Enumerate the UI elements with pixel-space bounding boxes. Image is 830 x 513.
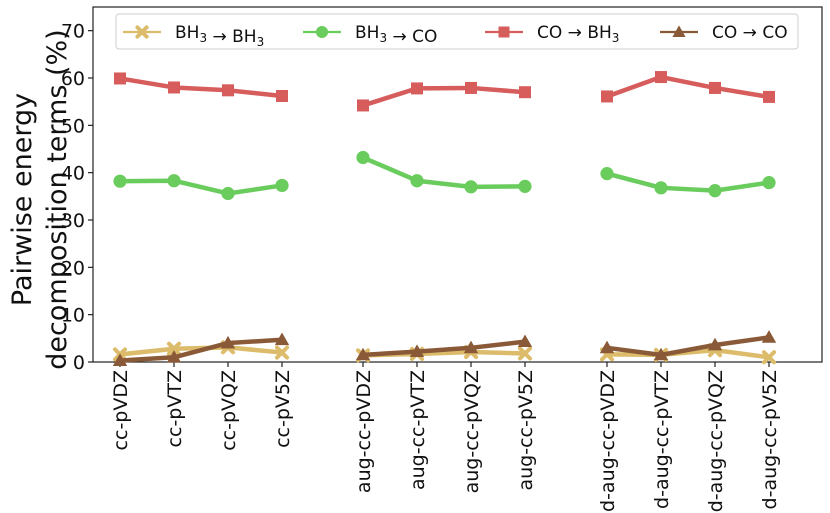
series-1-point xyxy=(654,181,668,195)
series-2-point xyxy=(114,72,126,85)
legend-label: CO → CO xyxy=(712,23,788,43)
plot-frame xyxy=(92,6,823,363)
x-tick-label: d-aug-cc-pVQZ xyxy=(705,370,727,512)
y-axis-title: decomposition terms (%) xyxy=(42,29,73,369)
y-tick-label: 10 xyxy=(61,305,85,327)
legend-label: CO → BH3 xyxy=(537,23,619,45)
legend: BH3 → BH3 BH3 → CO CO → BH3 CO → CO xyxy=(115,13,799,50)
series-2-point xyxy=(519,86,531,99)
series-2-point xyxy=(465,81,477,94)
legend-marker xyxy=(315,25,329,39)
x-tick-label: d-aug-cc-pVDZ xyxy=(597,370,619,512)
legend-label: BH3 → BH3 xyxy=(175,23,264,49)
y-tick-label: 60 xyxy=(61,68,85,90)
series-1-line xyxy=(362,155,526,190)
series-3-point xyxy=(355,347,371,361)
series-1-point xyxy=(518,179,532,193)
series-1-point xyxy=(221,186,235,201)
series-1-point xyxy=(356,150,370,165)
legend-marker xyxy=(672,25,686,37)
y-axis-title: Pairwise energy xyxy=(7,93,38,306)
series-3-point xyxy=(112,353,128,366)
x-tick-label: aug-cc-pVTZ xyxy=(407,370,429,490)
series-1-point xyxy=(708,184,722,198)
x-tick-label: d-aug-cc-pV5Z xyxy=(759,370,781,509)
legend-label: BH3 → CO xyxy=(355,23,437,47)
series-2-point xyxy=(709,81,721,94)
series-1-point xyxy=(762,176,776,190)
series-1-point xyxy=(167,174,181,188)
x-tick-label: cc-pVQZ xyxy=(218,370,240,451)
series-2-point xyxy=(655,71,667,84)
x-tick-label: aug-cc-pV5Z xyxy=(515,370,537,491)
series-1-point xyxy=(410,174,424,188)
series-3-line xyxy=(362,339,526,358)
series-2-point xyxy=(601,90,613,103)
series-2-point xyxy=(276,89,288,102)
legend-marker xyxy=(498,26,510,38)
series-1-point xyxy=(464,180,478,194)
series-2-point xyxy=(357,99,369,112)
series-3-point xyxy=(599,340,615,354)
series-3-point xyxy=(166,350,182,363)
series-3-point xyxy=(274,332,290,346)
series-1-point xyxy=(113,174,127,188)
series-0-line xyxy=(606,347,770,360)
y-tick-label: 30 xyxy=(61,210,85,232)
x-tick-label: cc-pV5Z xyxy=(272,370,294,448)
series-0-point xyxy=(761,350,777,365)
series-1-point xyxy=(275,178,289,193)
series-0-point xyxy=(274,345,290,360)
series-0-point xyxy=(517,346,533,361)
series-3-point xyxy=(761,330,777,343)
series-1-point xyxy=(600,167,614,181)
series-3-line xyxy=(606,335,770,358)
series-3-point xyxy=(220,335,236,349)
series-3-point xyxy=(409,344,425,357)
y-tick-label: 50 xyxy=(61,115,85,137)
series-2-point xyxy=(168,81,180,94)
series-3-point xyxy=(653,347,669,361)
series-3-line xyxy=(119,337,283,363)
legend-item-3: CO → CO xyxy=(660,23,788,43)
legend-marker xyxy=(135,25,149,39)
series-2-line xyxy=(606,74,770,100)
series-2-point xyxy=(763,90,775,103)
x-tick-label: cc-pVDZ xyxy=(110,370,132,450)
series-1-line xyxy=(606,171,770,193)
series-0-point xyxy=(166,341,182,356)
series-3-point xyxy=(463,340,479,354)
x-tick-label: d-aug-cc-pVTZ xyxy=(651,370,673,509)
x-tick-label: cc-pVTZ xyxy=(164,370,186,447)
y-tick-label: 40 xyxy=(61,163,85,185)
legend-box xyxy=(115,13,799,50)
x-tick-label: aug-cc-pVDZ xyxy=(353,370,375,493)
series-2-line xyxy=(119,76,283,99)
series-2-point xyxy=(411,82,423,95)
y-tick-label: 20 xyxy=(61,257,85,279)
series-3-point xyxy=(517,334,533,348)
series-2-point xyxy=(222,84,234,97)
y-tick-label: 0 xyxy=(73,352,85,374)
x-tick-label: aug-cc-pVQZ xyxy=(461,370,483,493)
legend-item-0: BH3 → BH3 xyxy=(123,23,264,49)
y-tick-label: 70 xyxy=(61,21,85,43)
series-3-point xyxy=(707,337,723,351)
series-2-line xyxy=(362,85,526,108)
series-1-line xyxy=(119,178,283,196)
